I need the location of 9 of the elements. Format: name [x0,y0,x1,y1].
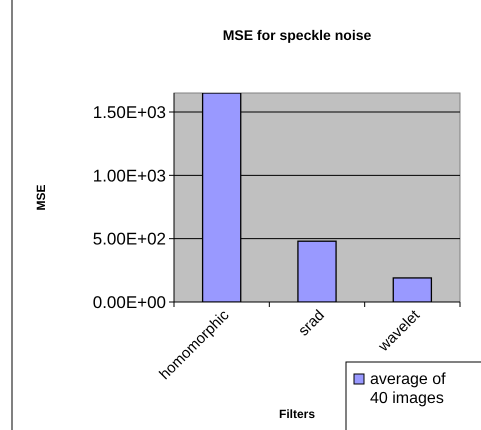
y-tick-label: 1.00E+03 [92,166,166,186]
bar [392,277,432,302]
y-tick-label: 0.00E+00 [92,292,166,312]
x-axis-title: Filters [278,407,316,421]
y-tick-label: 5.00E+02 [92,230,166,249]
y-tick-label: 1.50E+03 [92,102,166,122]
chart-title: MSE for speckle noise [222,27,372,43]
legend-label: average of 40 images [370,371,446,407]
y-axis-title: MSE [34,184,48,211]
